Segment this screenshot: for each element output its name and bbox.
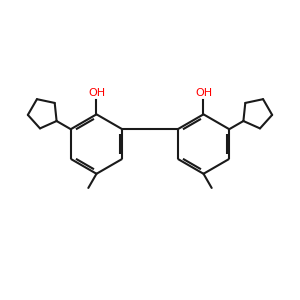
Text: OH: OH — [88, 88, 105, 98]
Text: OH: OH — [195, 88, 212, 98]
